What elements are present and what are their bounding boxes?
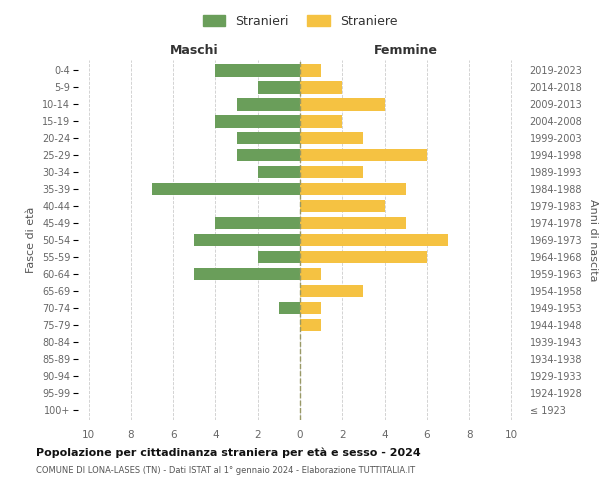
Bar [300,115,342,128]
Bar [300,216,406,230]
Bar [300,166,364,178]
Legend: Stranieri, Straniere: Stranieri, Straniere [199,11,401,32]
Bar [152,182,300,196]
Bar [258,250,300,264]
Y-axis label: Anni di nascita: Anni di nascita [588,198,598,281]
Text: COMUNE DI LONA-LASES (TN) - Dati ISTAT al 1° gennaio 2024 - Elaborazione TUTTITA: COMUNE DI LONA-LASES (TN) - Dati ISTAT a… [36,466,415,475]
Bar [215,115,300,128]
Bar [300,268,321,280]
Bar [236,148,300,162]
Bar [300,250,427,264]
Bar [279,302,300,314]
Text: Maschi: Maschi [170,44,218,57]
Bar [300,284,364,298]
Bar [215,216,300,230]
Bar [300,98,385,110]
Bar [300,234,448,246]
Bar [215,64,300,76]
Bar [300,302,321,314]
Text: Popolazione per cittadinanza straniera per età e sesso - 2024: Popolazione per cittadinanza straniera p… [36,448,421,458]
Bar [300,81,342,94]
Bar [194,268,300,280]
Bar [300,182,406,196]
Bar [236,98,300,110]
Bar [300,318,321,332]
Bar [300,64,321,76]
Y-axis label: Fasce di età: Fasce di età [26,207,37,273]
Text: Femmine: Femmine [374,44,438,57]
Bar [258,81,300,94]
Bar [300,132,364,144]
Bar [300,200,385,212]
Bar [236,132,300,144]
Bar [194,234,300,246]
Bar [300,148,427,162]
Bar [258,166,300,178]
